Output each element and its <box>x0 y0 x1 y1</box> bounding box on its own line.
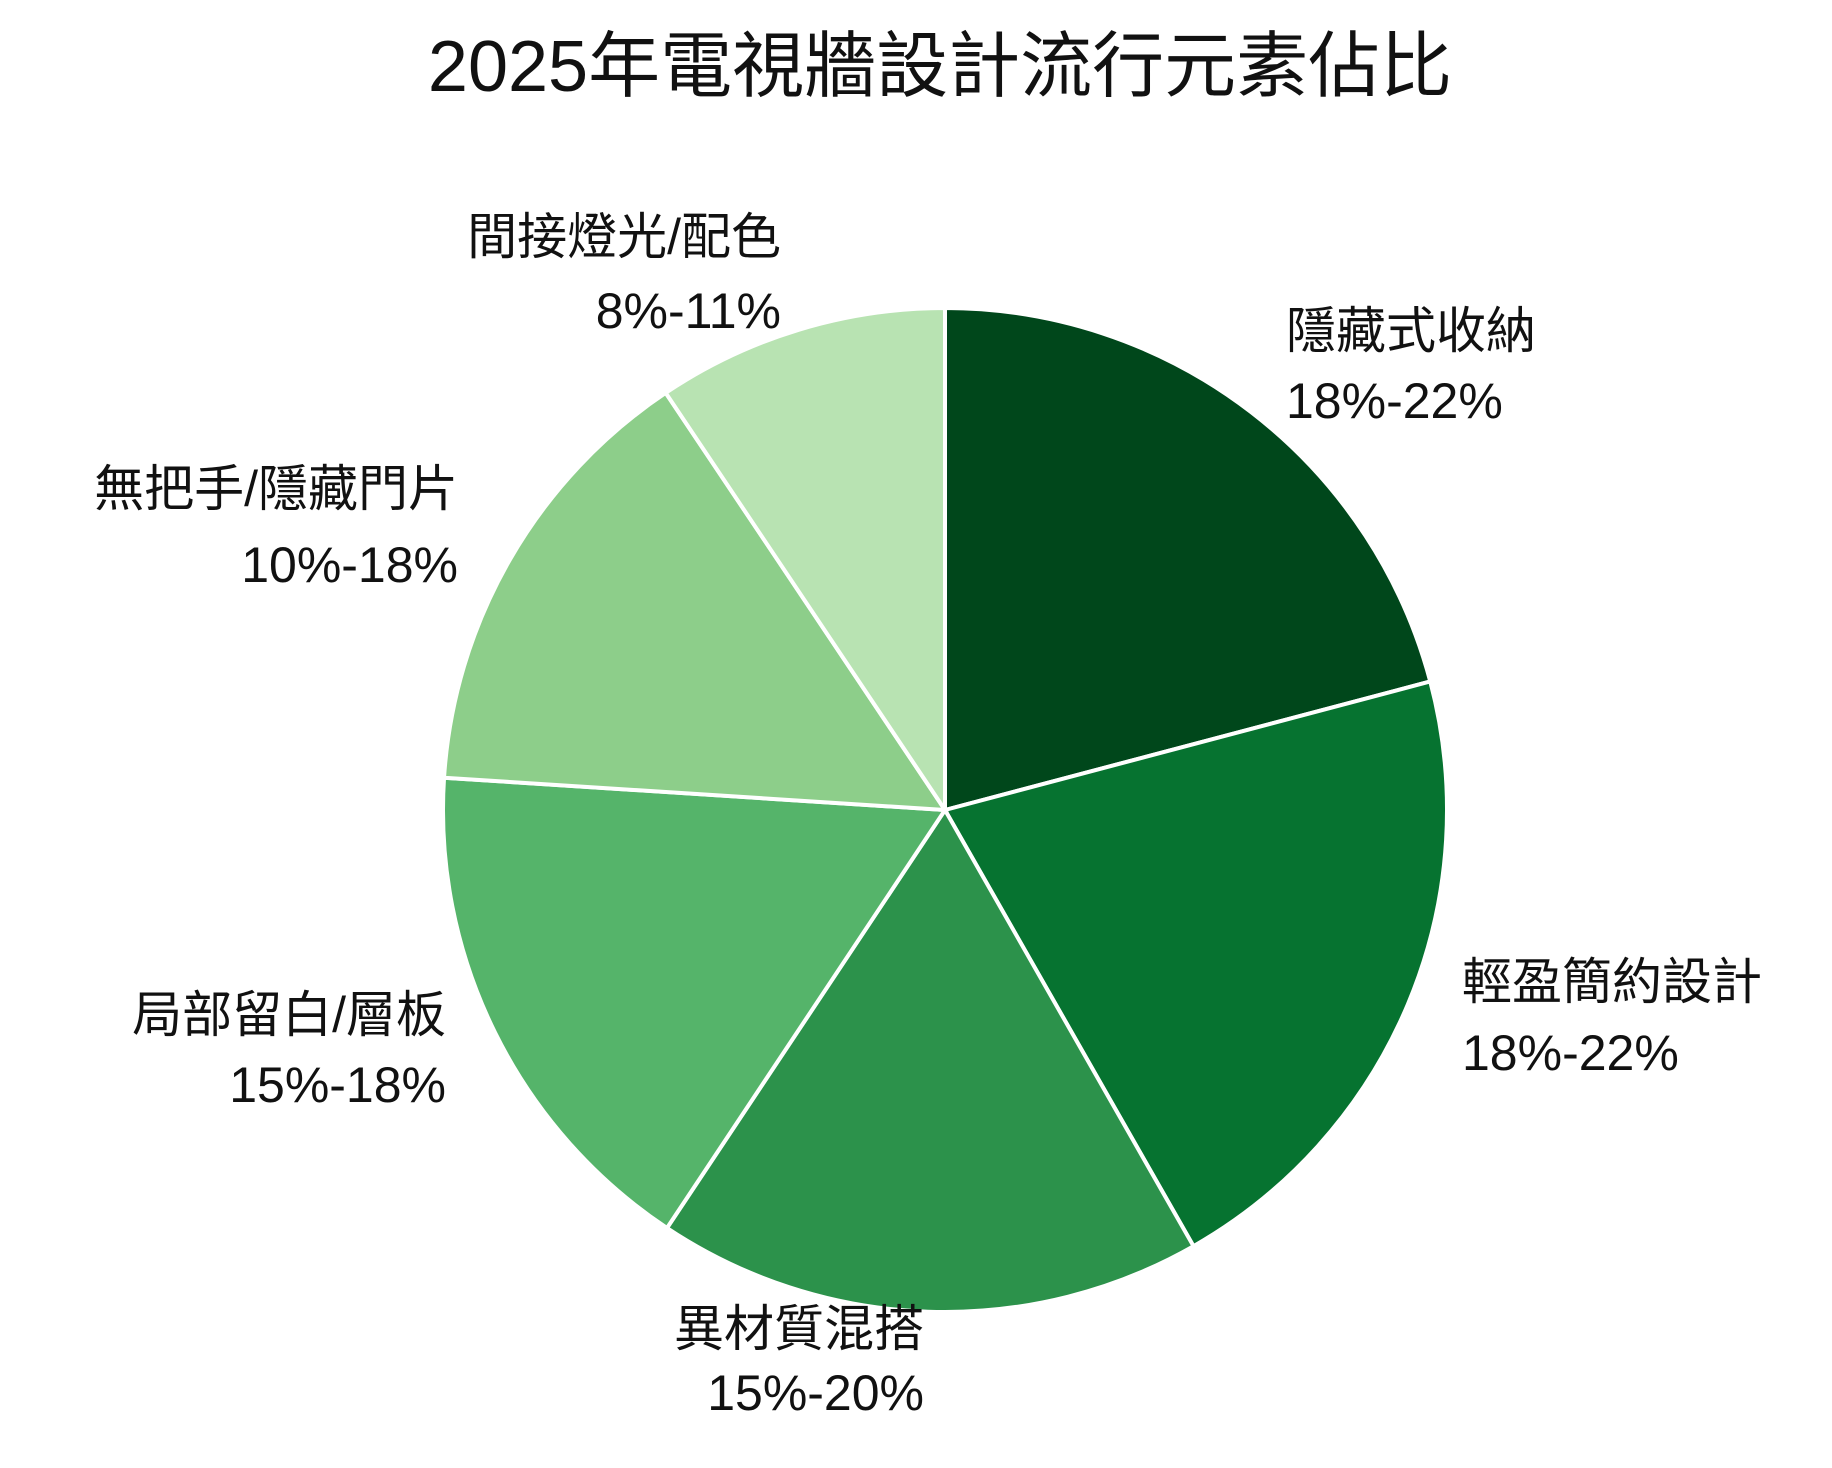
slice-label: 無把手/隱藏門片 <box>94 461 458 517</box>
slice-label: 間接燈光/配色 <box>467 209 781 265</box>
slice-label: 異材質混搭 <box>674 1301 924 1357</box>
slice-label: 隱藏式收納 <box>1286 303 1536 359</box>
slice-range-label: 10%-18% <box>241 537 458 593</box>
slice-range-label: 15%-18% <box>229 1057 446 1113</box>
slice-range-label: 18%-22% <box>1286 373 1503 429</box>
pie-slice <box>941 679 1449 1249</box>
slice-range-label: 15%-20% <box>707 1365 924 1421</box>
pie-slice <box>662 305 947 817</box>
slice-label: 輕盈簡約設計 <box>1462 954 1762 1010</box>
pie-slice <box>441 390 949 813</box>
pie-slice <box>943 305 1433 813</box>
pie-slice <box>664 806 1197 1314</box>
slice-label: 局部留白/層板 <box>132 987 446 1043</box>
slice-range-label: 8%-11% <box>596 283 781 339</box>
pie-slice <box>441 775 949 1231</box>
chart-title: 2025年電視牆設計流行元素佔比 <box>428 27 1452 107</box>
slice-range-label: 18%-22% <box>1462 1025 1679 1081</box>
